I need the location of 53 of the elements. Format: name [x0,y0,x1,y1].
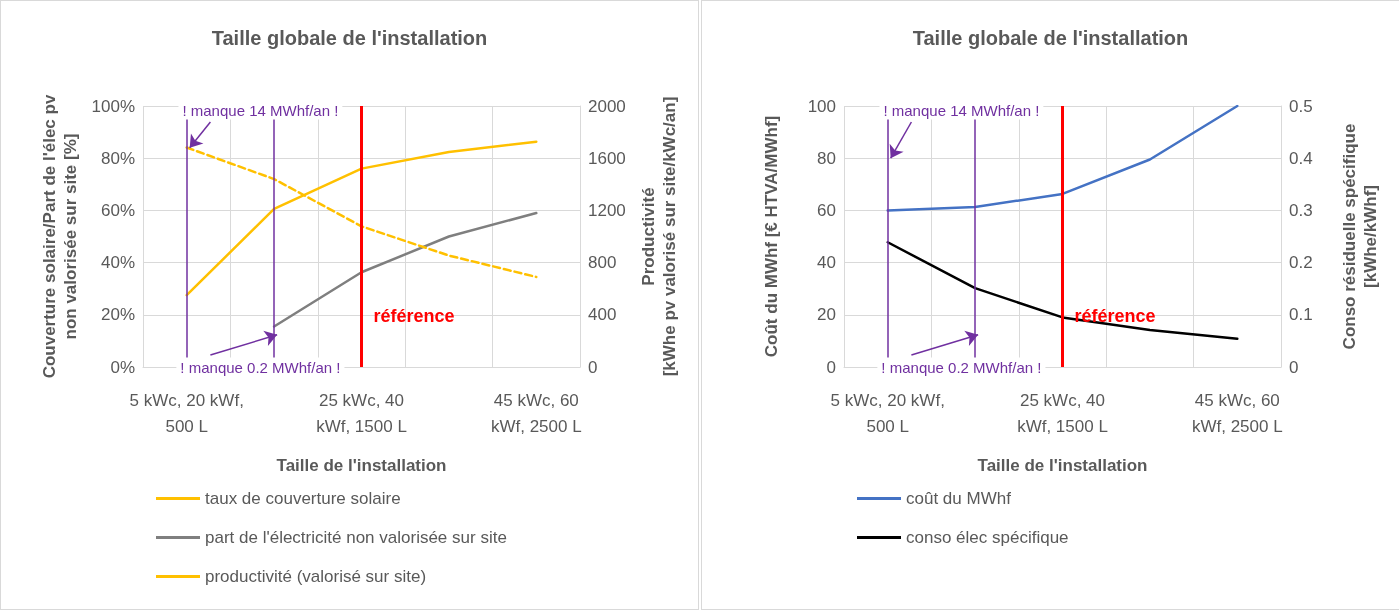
y2-tick-label: 1600 [588,148,626,168]
y2-tick-label: 400 [588,305,617,325]
y-tick-label: 0 [826,357,836,377]
y-axis-title: Coût du MWhf [€ HTVA/MWhf] [762,115,781,358]
x-tick-label: 5 kWc, 20 kWf, 500 L [830,390,945,436]
y2-tick-label: 0.4 [1289,148,1313,168]
y-tick-label: 0% [110,357,135,377]
line-series [272,211,538,328]
annotation: ! manque 14 MWhf/an ! [883,101,1040,119]
ref-line-label: référence [373,306,455,327]
y-tick-label: 40 [817,253,836,273]
line-series [185,140,538,297]
x-axis-title: Taille de l'installation [977,456,1148,475]
y2-tick-label: 0.5 [1289,96,1313,116]
y-tick-label: 40% [100,253,135,273]
line-series [886,104,1239,212]
x-tick-label: 45 kWc, 60 kWf, 2500 L [1191,390,1283,436]
line-series [886,240,1239,341]
legend-label: productivité (valorisé sur site) [205,567,427,586]
x-tick-label: 45 kWc, 60 kWf, 2500 L [490,390,582,436]
y2-tick-label: 1200 [588,200,626,220]
chart-title: Taille globale de l'installation [211,27,488,49]
annotation: ! manque 0.2 MWhf/an ! [881,358,1042,376]
y-tick-label: 20% [100,305,135,325]
x-axis-title: Taille de l'installation [276,456,447,475]
y2-tick-label: 0 [1289,357,1299,377]
y-tick-label: 60 [817,200,836,220]
y-axis-title: Couverture solaire/Part de l'élec pv non valorisée sur site [%] [39,94,80,379]
y-tick-label: 60% [100,200,135,220]
ref-line-label: référence [1074,306,1156,327]
x-tick-label: 25 kWc, 40 kWf, 1500 L [316,390,407,436]
chart-title: Taille globale de l'installation [912,27,1189,49]
y-tick-label: 80 [817,148,836,168]
legend-label: conso élec spécifique [906,528,1069,547]
y2-tick-label: 0.1 [1289,305,1313,325]
y-tick-label: 100 [807,96,836,116]
y-tick-label: 100% [91,96,135,116]
y2-tick-label: 0.2 [1289,253,1313,273]
legend-label: part de l'électricité non valorisée sur site [205,528,507,547]
y2-tick-label: 800 [588,253,617,273]
y2-axis-title: Productivité [kWhe pv valorisé sur site/kWc/an] [639,96,679,377]
y2-tick-label: 2000 [588,96,626,116]
legend-label: coût du MWhf [906,489,1012,508]
y-tick-label: 20 [817,305,836,325]
x-tick-label: 5 kWc, 20 kWf, 500 L [129,390,244,436]
y2-tick-label: 0 [588,357,598,377]
y-tick-label: 80% [100,148,135,168]
annotation: ! manque 0.2 MWhf/an ! [180,358,341,376]
annotation: ! manque 14 MWhf/an ! [182,101,339,119]
y2-axis-title: Conso résiduelle spécifique [kWhe/kWhf] [1340,123,1380,350]
legend-label: taux de couverture solaire [205,489,401,508]
x-tick-label: 25 kWc, 40 kWf, 1500 L [1017,390,1108,436]
y2-tick-label: 0.3 [1289,200,1313,220]
